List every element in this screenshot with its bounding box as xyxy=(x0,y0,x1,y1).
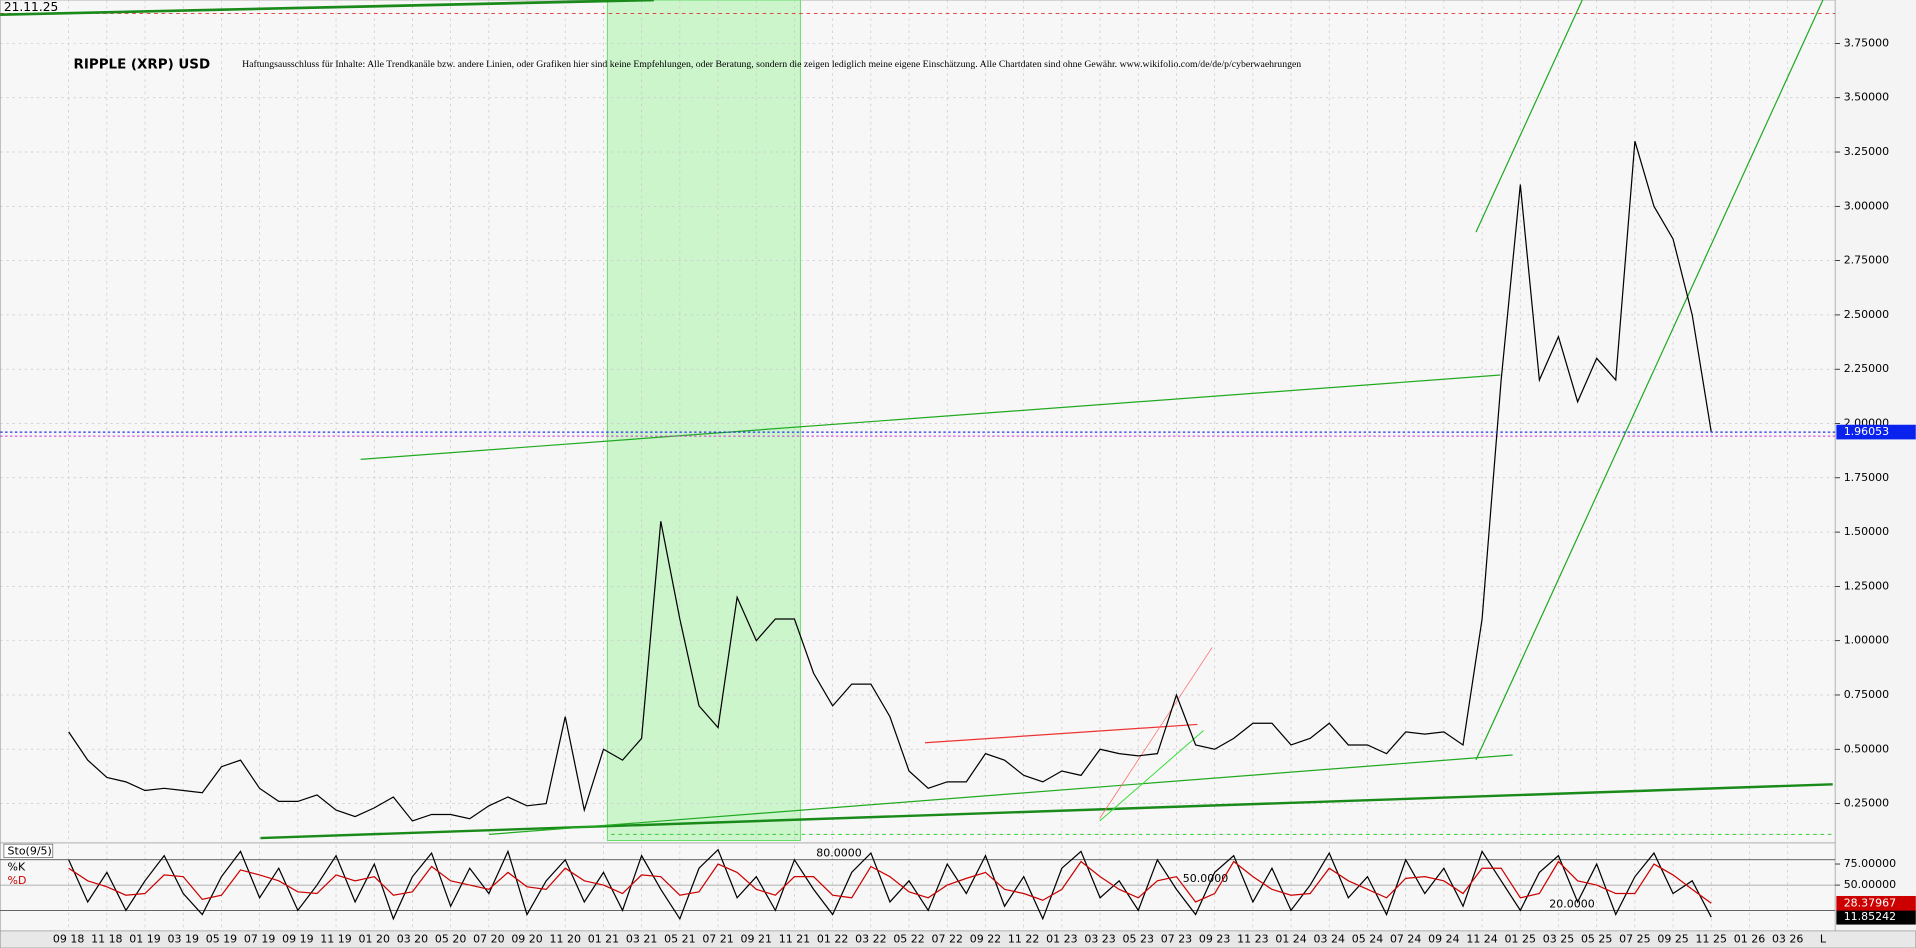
y-tick-label: 2.75000 xyxy=(1844,254,1889,267)
x-tick-label: 01 23 xyxy=(1046,932,1077,945)
x-tick-label: 01 25 xyxy=(1505,932,1536,945)
x-tick-label: 01 26 xyxy=(1734,932,1765,945)
x-tick-label: 11 24 xyxy=(1466,932,1497,945)
x-tick-label: 07 25 xyxy=(1619,932,1650,945)
y-tick-label: 50.00000 xyxy=(1844,878,1896,891)
x-tick-label: 01 19 xyxy=(129,932,160,945)
y-tick-label: 1.00000 xyxy=(1844,634,1889,647)
x-tick-label: 01 24 xyxy=(1275,932,1306,945)
legend-label: %D xyxy=(8,874,27,887)
x-tick-label: 03 21 xyxy=(626,932,657,945)
disclaimer: Haftungsausschluss für Inhalte: Alle Tre… xyxy=(242,59,1301,70)
current-price-box xyxy=(1836,424,1916,440)
x-tick-label: 07 23 xyxy=(1161,932,1192,945)
x-tick-label: 11 20 xyxy=(550,932,581,945)
channel-line xyxy=(1475,0,1583,233)
x-tick-label: 11 19 xyxy=(320,932,351,945)
last-value-label: 28.37967 xyxy=(1844,896,1896,909)
scale-button[interactable]: L xyxy=(1820,932,1827,945)
x-tick-label: 05 20 xyxy=(435,932,466,945)
x-tick-label: 03 22 xyxy=(855,932,886,945)
x-tick-label: 03 25 xyxy=(1543,932,1574,945)
indicator-label[interactable]: Sto(9/5) xyxy=(8,844,52,857)
series-line xyxy=(68,848,1712,921)
x-tick-label: 01 22 xyxy=(817,932,848,945)
y-tick-label: 3.75000 xyxy=(1844,36,1889,49)
current-price-label: 1.96053 xyxy=(1844,425,1889,438)
x-tick-label: 03 19 xyxy=(168,932,199,945)
trend-line xyxy=(1099,647,1213,819)
x-tick-label: 03 24 xyxy=(1314,932,1345,945)
channel-line xyxy=(1475,0,1824,761)
x-tick-label: 03 26 xyxy=(1772,932,1803,945)
x-tick-label: 05 24 xyxy=(1352,932,1383,945)
x-tick-label: 07 21 xyxy=(702,932,733,945)
x-tick-label: 05 19 xyxy=(206,932,237,945)
date-label: 21.11.25 xyxy=(4,0,58,14)
x-tick-label: 11 22 xyxy=(1008,932,1039,945)
x-tick-label: 09 20 xyxy=(511,932,542,945)
last-value-label: 11.85242 xyxy=(1844,910,1896,923)
y-tick-label: 3.25000 xyxy=(1844,145,1889,158)
x-tick-label: 11 21 xyxy=(779,932,810,945)
chart-title: RIPPLE (XRP) USD xyxy=(74,58,211,73)
x-tick-label: 09 23 xyxy=(1199,932,1230,945)
x-tick-label: 07 20 xyxy=(473,932,504,945)
y-tick-label: 2.50000 xyxy=(1844,308,1889,321)
x-tick-label: 09 25 xyxy=(1657,932,1688,945)
x-tick-label: 05 25 xyxy=(1581,932,1612,945)
x-tick-label: 09 24 xyxy=(1428,932,1459,945)
trend-line xyxy=(0,0,654,17)
x-tick-label: 05 23 xyxy=(1123,932,1154,945)
stochastic-panel xyxy=(0,842,1836,932)
trend-lines xyxy=(0,0,1836,840)
series-line xyxy=(68,860,1712,904)
y-tick-label: 1.50000 xyxy=(1844,525,1889,538)
level-label: 80.0000 xyxy=(816,847,861,860)
y-tick-label: 3.50000 xyxy=(1844,91,1889,104)
highlight-zone xyxy=(606,0,801,841)
y-tick-label: 0.50000 xyxy=(1844,742,1889,755)
x-tick-label: 11 25 xyxy=(1696,932,1727,945)
price-panel xyxy=(0,0,1836,844)
x-tick-label: 05 22 xyxy=(893,932,924,945)
last-value-box xyxy=(1836,909,1916,925)
trend-line xyxy=(924,723,1198,744)
y-tick-label: 75.00000 xyxy=(1844,857,1896,870)
x-tick-label: 09 19 xyxy=(282,932,313,945)
last-value-box xyxy=(1836,895,1916,911)
x-tick-label: 07 22 xyxy=(932,932,963,945)
x-tick-label: 01 21 xyxy=(588,932,619,945)
y-tick-label: 3.00000 xyxy=(1844,199,1889,212)
legend-label: %K xyxy=(8,860,26,873)
x-tick-label: 07 19 xyxy=(244,932,275,945)
x-tick-label: 05 21 xyxy=(664,932,695,945)
level-label: 50.0000 xyxy=(1183,872,1228,885)
x-tick-label: 09 18 xyxy=(53,932,84,945)
x-tick-label: 09 22 xyxy=(970,932,1001,945)
x-tick-label: 01 20 xyxy=(359,932,390,945)
x-tick-label: 11 23 xyxy=(1237,932,1268,945)
y-tick-label: 1.25000 xyxy=(1844,579,1889,592)
indicator-label-box xyxy=(3,843,54,858)
x-tick-label: 11 18 xyxy=(91,932,122,945)
x-tick-label: 03 20 xyxy=(397,932,428,945)
x-tick-label: 03 23 xyxy=(1084,932,1115,945)
y-tick-label: 0.25000 xyxy=(1844,797,1889,810)
trend-line xyxy=(1099,730,1204,822)
x-tick-label: 09 21 xyxy=(741,932,772,945)
trend-line xyxy=(360,374,1501,460)
trend-line xyxy=(488,754,1513,835)
y-tick-label: 1.75000 xyxy=(1844,471,1889,484)
trend-line xyxy=(260,783,1833,840)
level-label: 20.0000 xyxy=(1549,897,1594,910)
grid xyxy=(0,0,1836,929)
y-tick-label: 0.75000 xyxy=(1844,688,1889,701)
y-tick-label: 2.25000 xyxy=(1844,362,1889,375)
price-line xyxy=(68,141,1712,822)
x-tick-label: 07 24 xyxy=(1390,932,1421,945)
